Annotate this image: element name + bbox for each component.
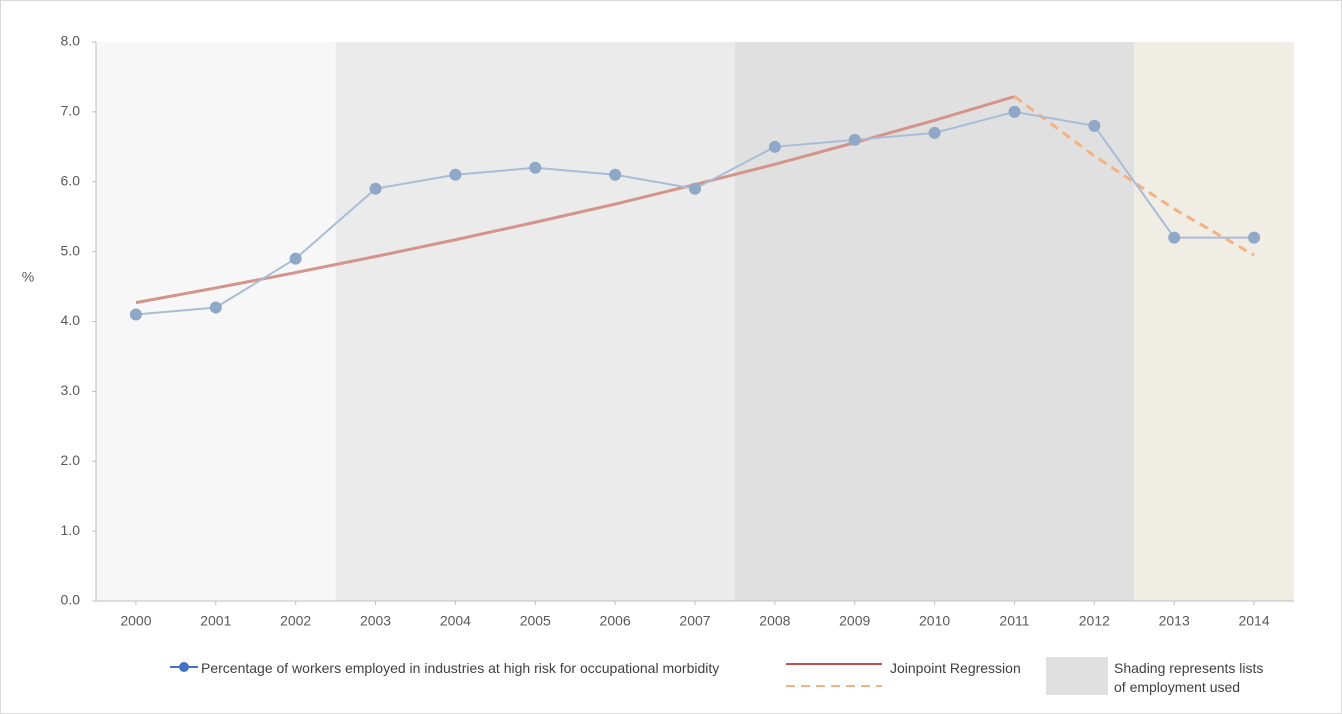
data-point — [1168, 231, 1181, 244]
data-point — [369, 182, 382, 195]
x-tick-label: 2013 — [1159, 613, 1190, 629]
y-tick-label: 5.0 — [61, 242, 81, 258]
data-point — [209, 301, 222, 314]
data-point — [449, 168, 462, 181]
shading-band — [734, 42, 1135, 601]
x-tick-label: 2002 — [280, 613, 311, 629]
y-tick-label: 8.0 — [61, 33, 81, 49]
y-tick-label: 4.0 — [61, 312, 81, 328]
y-tick-label: 6.0 — [61, 172, 81, 188]
x-tick-label: 2012 — [1079, 613, 1110, 629]
legend-swatch — [179, 662, 189, 672]
shading-band — [1134, 42, 1294, 601]
x-tick-label: 2000 — [120, 613, 151, 629]
x-tick-label: 2014 — [1238, 613, 1269, 629]
x-tick-label: 2001 — [200, 613, 231, 629]
y-tick-label: 7.0 — [61, 103, 81, 119]
data-point — [1248, 231, 1261, 244]
x-tick-label: 2003 — [360, 613, 391, 629]
x-tick-label: 2004 — [440, 613, 471, 629]
x-tick-label: 2007 — [679, 613, 710, 629]
series-line — [1013, 95, 1255, 257]
y-tick-label: 2.0 — [61, 452, 81, 468]
data-point — [848, 133, 861, 146]
legend-swatch — [1046, 657, 1108, 695]
legend-label: Shading represents lists of employment u… — [1114, 660, 1264, 695]
shading-band — [96, 42, 336, 601]
data-point — [609, 168, 622, 181]
data-point — [1008, 105, 1021, 118]
x-tick-label: 2010 — [919, 613, 950, 629]
data-point — [928, 126, 941, 139]
data-point — [529, 161, 542, 174]
y-tick-label: 3.0 — [61, 382, 81, 398]
data-point — [129, 308, 142, 321]
x-tick-label: 2011 — [999, 613, 1029, 629]
shading-band — [335, 42, 735, 601]
y-tick-label: 0.0 — [61, 592, 81, 608]
x-tick-label: 2008 — [759, 613, 790, 629]
x-tick-label: 2009 — [839, 613, 870, 629]
data-point — [768, 140, 781, 153]
y-tick-label: 1.0 — [61, 522, 81, 538]
data-point — [1088, 119, 1101, 132]
legend-label: Percentage of workers employed in indust… — [201, 660, 720, 676]
data-point — [689, 182, 701, 195]
legend-label: Joinpoint Regression — [890, 660, 1021, 676]
x-tick-label: 2006 — [600, 613, 631, 629]
y-axis-label: % — [22, 269, 34, 285]
x-tick-label: 2005 — [520, 613, 551, 629]
data-point — [289, 252, 302, 265]
